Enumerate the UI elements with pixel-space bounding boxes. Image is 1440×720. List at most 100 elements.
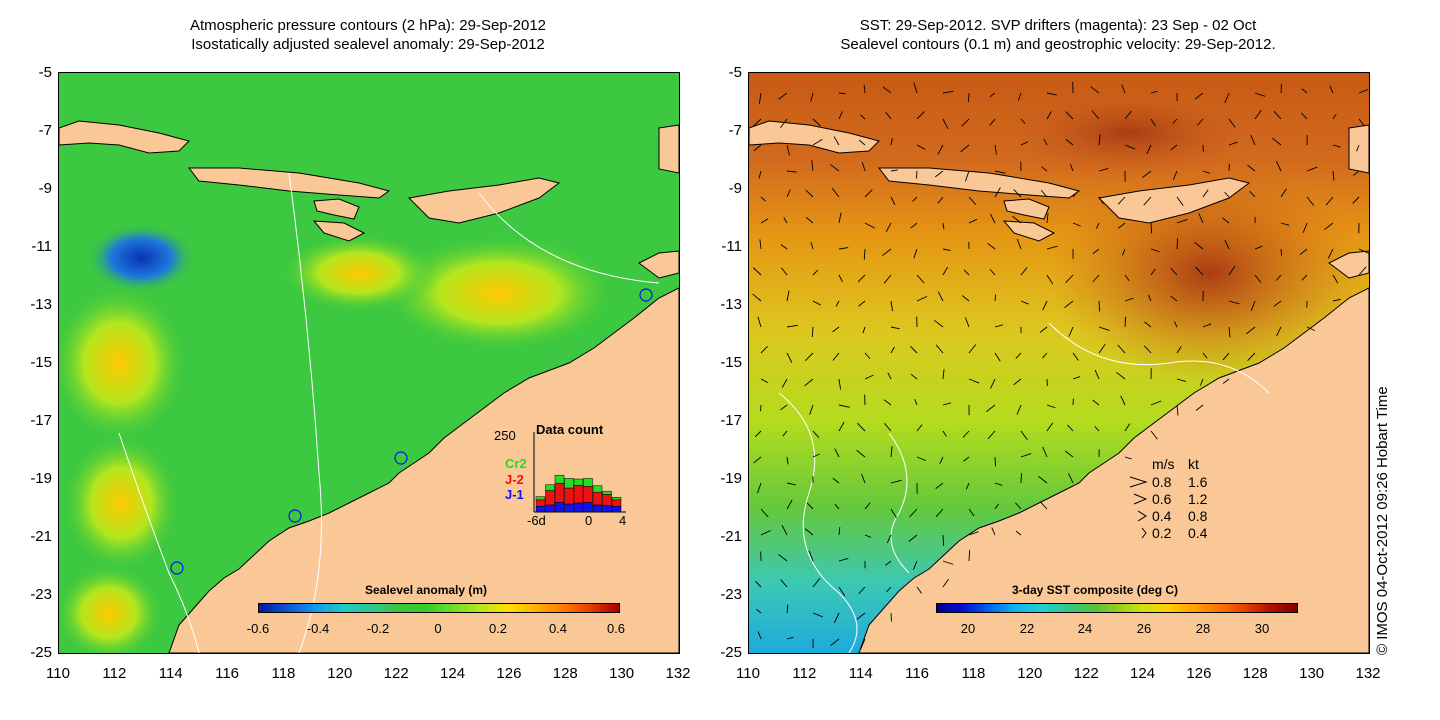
- velocity-arrow: [1176, 404, 1179, 416]
- longitude-label: 122: [1073, 665, 1099, 682]
- velocity-arrow: [1065, 111, 1074, 120]
- data-count-xlabel-end: 4: [619, 513, 627, 528]
- velocity-arrow: [968, 196, 977, 205]
- land-mass: [187, 167, 391, 199]
- velocity-arrow: [756, 608, 762, 614]
- sst-colorbar-title: 3-day SST composite (deg C): [1012, 583, 1179, 597]
- velocity-arrow: [989, 213, 996, 224]
- velocity-arrow: [780, 267, 788, 276]
- velocity-arrow: [838, 212, 842, 224]
- land-mass: [658, 124, 679, 174]
- velocity-arrow: [882, 86, 892, 94]
- velocity-arrow: [812, 118, 821, 127]
- velocity-arrow: [864, 189, 873, 198]
- colorbar-tick-label: -0.6: [246, 621, 270, 636]
- velocity-arrow: [885, 111, 892, 120]
- histogram-bar-segment-j2: [545, 490, 555, 506]
- latitude-label: -21: [720, 528, 742, 545]
- velocity-arrow: [987, 243, 996, 250]
- velocity-arrow: [1170, 144, 1178, 151]
- land-mass: [638, 250, 679, 279]
- velocity-arrow: [1176, 346, 1182, 354]
- histogram-bar-segment-j1: [583, 502, 593, 513]
- velocity-legend-header-ms: m/s: [1152, 456, 1175, 472]
- velocity-arrow: [838, 247, 849, 250]
- velocity-arrow: [1228, 300, 1240, 305]
- data-count-xlabel-start: -6d: [527, 513, 546, 528]
- longitude-label: 128: [552, 665, 578, 682]
- land-mass: [1328, 250, 1369, 279]
- velocity-arrow: [1016, 238, 1022, 250]
- velocity-arrow: [786, 456, 789, 465]
- velocity-arrow: [1222, 378, 1230, 384]
- velocity-arrow: [858, 586, 866, 594]
- velocity-arrow: [1306, 166, 1318, 172]
- velocity-arrow: [786, 604, 789, 614]
- velocity-arrow: [1222, 217, 1230, 224]
- longitude-label: 120: [1017, 665, 1043, 682]
- velocity-arrow: [1273, 111, 1282, 120]
- velocity-arrow: [1046, 212, 1049, 224]
- velocity-arrow: [780, 244, 788, 250]
- velocity-arrow: [916, 144, 926, 150]
- velocity-arrow: [935, 344, 944, 354]
- velocity-arrow: [1199, 378, 1204, 386]
- velocity-arrow: [1092, 274, 1100, 283]
- velocity-arrow: [812, 453, 820, 458]
- velocity-arrow: [786, 170, 797, 173]
- land-mass: [168, 287, 679, 653]
- velocity-arrow: [1068, 473, 1074, 484]
- velocity-arrow: [786, 636, 794, 640]
- velocity-arrow: [1222, 352, 1230, 361]
- velocity-arrow: [838, 404, 850, 408]
- land-mass: [858, 287, 1369, 653]
- latitude-label: -7: [728, 122, 742, 139]
- velocity-arrow: [755, 581, 762, 588]
- velocity-arrow: [916, 295, 928, 302]
- land-mass: [1348, 124, 1369, 174]
- tide-gauge-marker: [170, 561, 184, 575]
- velocity-arrow: [1020, 141, 1029, 146]
- velocity-arrow: [1306, 326, 1315, 331]
- velocity-arrow: [1098, 326, 1110, 331]
- longitude-label: 130: [1299, 665, 1325, 682]
- mission-label-j2: J-2: [505, 472, 524, 487]
- longitude-label: 110: [46, 665, 70, 682]
- velocity-arrow: [1332, 298, 1341, 302]
- pressure-contour: [118, 432, 200, 653]
- velocity-arrow: [831, 188, 840, 198]
- velocity-arrow: [942, 430, 947, 437]
- velocity-arrow: [933, 319, 944, 328]
- latitude-label: -13: [30, 296, 52, 313]
- velocity-arrow: [1272, 137, 1282, 146]
- velocity-arrow: [1039, 501, 1048, 510]
- velocity-arrow: [830, 638, 840, 646]
- velocity-arrow: [857, 422, 866, 432]
- velocity-arrow: [1117, 222, 1126, 229]
- tide-gauge-marker: [394, 451, 408, 465]
- velocity-arrow: [1358, 248, 1369, 254]
- velocity-arrow: [1172, 170, 1178, 180]
- velocity-arrow: [1250, 135, 1256, 146]
- velocity-arrow: [1121, 84, 1126, 94]
- velocity-arrow: [916, 170, 918, 179]
- sst-colorbar: [936, 603, 1298, 613]
- velocity-arrow: [1116, 371, 1126, 380]
- latitude-label: -13: [720, 296, 742, 313]
- velocity-arrow: [1332, 144, 1341, 148]
- land-mass: [1003, 198, 1050, 220]
- velocity-arrow: [1301, 88, 1308, 94]
- latitude-label: -15: [30, 354, 52, 371]
- velocity-arrow: [1176, 238, 1179, 250]
- velocity-arrow: [1327, 248, 1334, 259]
- histogram-bar-segment-j2: [564, 487, 574, 505]
- sealevel-colorbar-title: Sealevel anomaly (m): [365, 583, 488, 597]
- mission-label-cr2: Cr2: [505, 456, 527, 471]
- sealevel-contour: [1048, 322, 1270, 394]
- velocity-arrow: [1020, 267, 1028, 276]
- velocity-arrow: [1195, 404, 1204, 411]
- velocity-arrow: [834, 504, 840, 510]
- histogram-bar-segment-j2: [554, 482, 565, 503]
- histogram-bar-segment-j1: [611, 505, 622, 513]
- velocity-arrow: [1358, 266, 1367, 276]
